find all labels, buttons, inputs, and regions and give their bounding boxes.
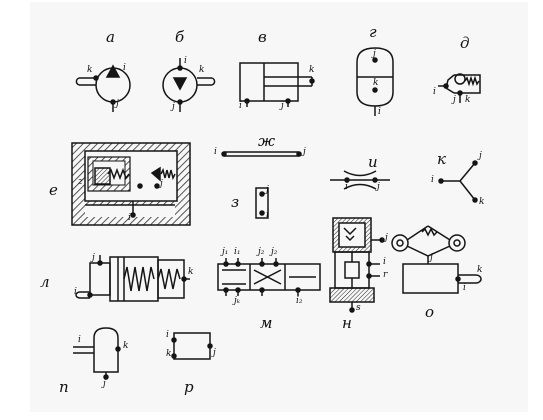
- panel-label-p: п: [59, 378, 69, 396]
- port-label: j: [385, 233, 388, 243]
- port-label: i: [266, 210, 269, 220]
- throttle-symbol: [330, 170, 390, 190]
- port-label: j: [172, 102, 175, 112]
- port-label: j: [377, 182, 380, 192]
- governor-symbol: [391, 225, 482, 294]
- port-label: i₂: [296, 296, 303, 306]
- port-label: j₂: [271, 247, 278, 257]
- spring-actuator-symbol: [75, 255, 190, 302]
- port-label: k: [465, 95, 471, 105]
- port-label: i: [123, 63, 126, 73]
- panel-label-o: о: [425, 303, 435, 321]
- panel-label-n: н: [342, 314, 352, 332]
- port-label: i: [184, 56, 187, 66]
- pump-symbol: [75, 64, 131, 112]
- port-label: k: [373, 78, 379, 88]
- panel-label-i: и: [368, 153, 378, 171]
- port-label: i: [74, 287, 77, 297]
- port-label: i₁: [234, 247, 241, 257]
- line-symbol: [221, 151, 302, 157]
- junction-symbol: [438, 160, 478, 203]
- panel-label-a: а: [106, 28, 115, 46]
- port-label: j: [453, 95, 456, 105]
- port-label: jₖ: [234, 296, 241, 306]
- port-label: j: [430, 253, 433, 263]
- panel-label-b: б: [175, 28, 185, 46]
- port-label: j: [479, 151, 482, 161]
- port-label: i: [378, 107, 381, 117]
- port-label: r: [383, 270, 388, 280]
- port-label: i: [214, 147, 217, 157]
- port-label: i: [345, 182, 348, 192]
- cylinder-symbol: [239, 62, 315, 107]
- check-valve-symbol: [438, 73, 481, 103]
- panel-label-l: л: [40, 273, 50, 291]
- port-label: j: [160, 179, 163, 189]
- port-label: k: [87, 65, 93, 75]
- panel-label-k: к: [437, 150, 446, 168]
- port-label: k: [309, 65, 315, 75]
- valve-section-drawing: [71, 142, 191, 226]
- port-label: k: [166, 349, 172, 359]
- port-label: i: [463, 283, 466, 293]
- port-label: j: [281, 101, 284, 111]
- panel-label-zh: ж: [258, 132, 276, 150]
- port-label: k: [188, 267, 194, 277]
- port-label: j: [303, 147, 306, 157]
- panel-label-d: д: [460, 34, 470, 52]
- motor-symbol: [162, 58, 216, 112]
- capacitance-symbol: [255, 187, 269, 219]
- panel-label-e: е: [49, 181, 58, 199]
- port-label: k: [123, 341, 129, 351]
- port-label: i: [78, 335, 81, 345]
- pressure-regulator-symbol: [329, 217, 385, 313]
- multi-section-valve-symbol: [217, 258, 321, 296]
- panel-label-v: в: [258, 28, 267, 46]
- panel-label-m: м: [260, 314, 273, 332]
- panel-label-r: р: [184, 378, 194, 396]
- port-label: i: [383, 257, 386, 267]
- panel-label-z: з: [231, 193, 240, 211]
- element-p-symbol: [73, 327, 121, 380]
- port-label: k: [199, 65, 205, 75]
- accumulator-symbol: [356, 47, 394, 116]
- port-label: j: [373, 49, 376, 59]
- port-label: j: [92, 253, 95, 263]
- port-label: j: [213, 348, 216, 358]
- port-label: j: [103, 379, 106, 389]
- port-label: i: [433, 87, 436, 97]
- element-r-symbol: [171, 332, 213, 360]
- port-label: j: [116, 99, 119, 109]
- port-label: k: [477, 265, 483, 275]
- port-label: i: [431, 175, 434, 185]
- panel-label-g: г: [369, 23, 377, 41]
- port-label: k: [479, 197, 485, 207]
- port-label: i: [166, 330, 169, 340]
- port-label: j: [266, 185, 269, 195]
- port-label: z: [78, 177, 83, 187]
- port-label: j₁: [222, 247, 229, 257]
- port-label: j₂: [258, 247, 265, 257]
- port-label: i: [128, 213, 131, 223]
- port-label: s: [356, 303, 361, 313]
- port-label: i: [239, 101, 242, 111]
